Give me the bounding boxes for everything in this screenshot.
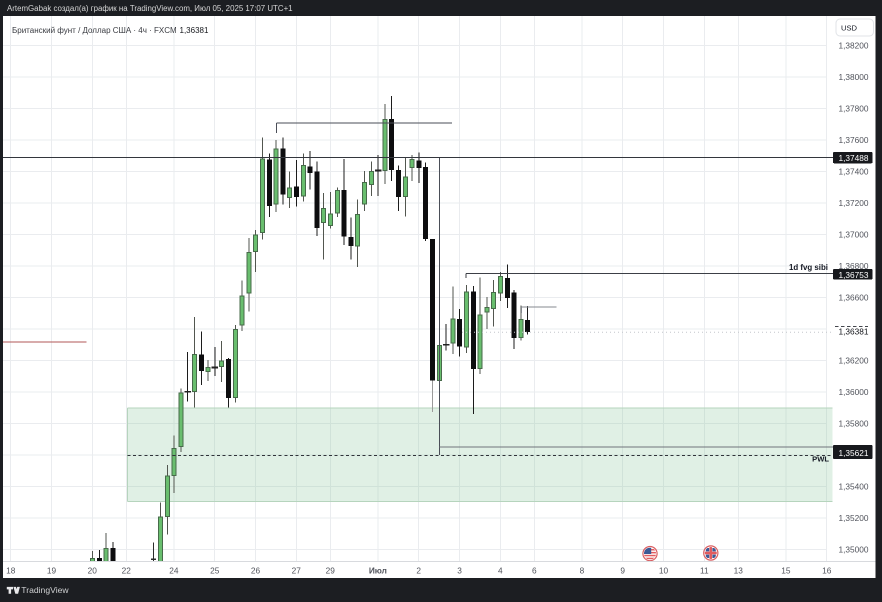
- svg-text:24: 24: [169, 565, 179, 575]
- svg-text:1,37800: 1,37800: [839, 104, 869, 114]
- svg-text:18: 18: [6, 565, 16, 575]
- svg-text:1,36381: 1,36381: [180, 26, 209, 35]
- svg-text:29: 29: [326, 565, 336, 575]
- svg-text:20: 20: [88, 565, 98, 575]
- svg-text:1,35000: 1,35000: [839, 545, 869, 555]
- svg-text:ArtemGabak создал(а) график на: ArtemGabak создал(а) график на TradingVi…: [7, 4, 293, 13]
- svg-text:1,35400: 1,35400: [839, 482, 869, 492]
- svg-text:8: 8: [580, 565, 585, 575]
- svg-text:9: 9: [620, 565, 625, 575]
- svg-text:16: 16: [822, 565, 832, 575]
- svg-text:3: 3: [457, 565, 462, 575]
- svg-text:Британский фунт / Доллар США ·: Британский фунт / Доллар США · 4ч · FXCM: [12, 26, 177, 35]
- svg-text:1,36800: 1,36800: [839, 261, 869, 271]
- svg-text:1,36381: 1,36381: [839, 327, 869, 337]
- svg-text:1d fvg sibi: 1d fvg sibi: [789, 263, 828, 272]
- svg-text:1,37200: 1,37200: [839, 198, 869, 208]
- svg-text:TradingView: TradingView: [21, 585, 69, 595]
- svg-text:1,37600: 1,37600: [839, 135, 869, 145]
- svg-text:1,37000: 1,37000: [839, 230, 869, 240]
- svg-text:1,36200: 1,36200: [839, 356, 869, 366]
- svg-text:1,36753: 1,36753: [839, 270, 869, 280]
- svg-text:1,35800: 1,35800: [839, 419, 869, 429]
- svg-text:1,38200: 1,38200: [839, 41, 869, 51]
- svg-text:6: 6: [532, 565, 537, 575]
- svg-text:1,35200: 1,35200: [839, 513, 869, 523]
- svg-text:1,37400: 1,37400: [839, 167, 869, 177]
- svg-text:19: 19: [47, 565, 57, 575]
- svg-text:15: 15: [781, 565, 791, 575]
- svg-text:11: 11: [700, 565, 709, 575]
- svg-text:1,35621: 1,35621: [839, 448, 869, 458]
- svg-text:1,37488: 1,37488: [839, 153, 869, 163]
- svg-text:1,38000: 1,38000: [839, 72, 869, 82]
- svg-text:1,36600: 1,36600: [839, 293, 869, 303]
- svg-text:1,36000: 1,36000: [839, 387, 869, 397]
- svg-text:22: 22: [122, 565, 132, 575]
- svg-text:2: 2: [416, 565, 421, 575]
- svg-text:4: 4: [498, 565, 503, 575]
- svg-text:27: 27: [292, 565, 302, 575]
- svg-text:13: 13: [734, 565, 744, 575]
- svg-text:10: 10: [659, 565, 669, 575]
- svg-text:Июл: Июл: [369, 565, 387, 575]
- svg-text:26: 26: [251, 565, 261, 575]
- svg-text:USD: USD: [841, 23, 858, 32]
- svg-text:25: 25: [210, 565, 220, 575]
- svg-text:PWL: PWL: [812, 454, 829, 463]
